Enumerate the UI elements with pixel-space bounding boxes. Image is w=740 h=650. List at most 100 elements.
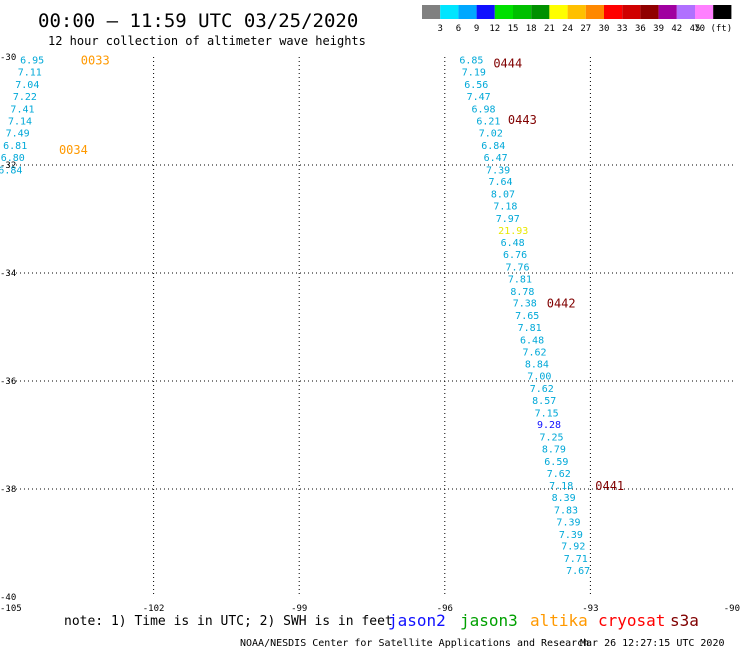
- scale-swatch: [476, 5, 495, 19]
- x-tick-label: -99: [291, 604, 307, 614]
- data-point-label: 6.84: [0, 165, 22, 176]
- data-point-label: 6.48: [501, 238, 525, 249]
- pass-annotations: 0033 0034 0444 0443 0442 0441: [59, 54, 624, 494]
- data-point-label: 8.79: [542, 445, 566, 456]
- data-point-label: 7.62: [522, 347, 546, 358]
- data-point-label: 8.84: [525, 360, 549, 371]
- legend-entry: cryosat: [598, 611, 665, 630]
- x-tick-label: -90: [724, 604, 740, 614]
- satellite-legend: jason2 jason3 altika cryosat s3a: [388, 611, 699, 630]
- legend-entry: altika: [530, 611, 588, 630]
- data-point-label: 7.15: [535, 408, 559, 419]
- scale-label: 27: [580, 24, 591, 34]
- data-point-label: 7.64: [488, 177, 512, 188]
- data-point-label: 8.57: [532, 396, 556, 407]
- scale-label: 33: [617, 24, 628, 34]
- data-point-label: 6.81: [3, 141, 27, 152]
- y-tick-label: -38: [0, 485, 16, 495]
- data-point-label: 7.04: [15, 80, 39, 91]
- data-point-label: 6.95: [20, 56, 44, 67]
- scale-swatch: [440, 5, 459, 19]
- data-point-label: 7.76: [505, 263, 529, 274]
- scale-label: 24: [562, 24, 573, 34]
- scale-swatch: [567, 5, 586, 19]
- data-point-label: 6.21: [476, 117, 500, 128]
- y-tick-label: -36: [0, 377, 16, 387]
- x-tick-label: -105: [0, 604, 22, 614]
- x-tick-label: -96: [437, 604, 453, 614]
- data-point-label: 7.65: [515, 311, 539, 322]
- pass-id-label: 0034: [59, 143, 88, 157]
- data-point-label: 7.49: [6, 129, 30, 140]
- footer-credit: NOAA/NESDIS Center for Satellite Applica…: [240, 638, 589, 649]
- data-point-label: 7.18: [549, 481, 573, 492]
- footer-timestamp: Mar 26 12:27:15 UTC 2020: [580, 638, 725, 649]
- data-point-label: 7.18: [493, 202, 517, 213]
- data-point-label: 7.39: [559, 530, 583, 541]
- scale-swatch: [713, 5, 732, 19]
- scale-swatch: [531, 5, 550, 19]
- scale-label: 70 (ft): [694, 24, 732, 34]
- data-point-label: 7.02: [479, 129, 503, 140]
- pass-id-label: 0441: [595, 479, 624, 493]
- scale-label: 42: [671, 24, 682, 34]
- data-point-label: 6.56: [464, 80, 488, 91]
- y-tick-label: -34: [0, 269, 16, 279]
- data-point-label: 6.48: [520, 335, 544, 346]
- data-point-label: 7.47: [467, 92, 491, 103]
- scale-label: 3: [437, 24, 442, 34]
- data-point-label: 7.67: [566, 566, 590, 577]
- scale-label: 6: [456, 24, 461, 34]
- data-point-label: 7.62: [530, 384, 554, 395]
- y-tick-label: -30: [0, 53, 16, 63]
- data-point-label: 6.47: [484, 153, 508, 164]
- x-tick-label: -102: [143, 604, 165, 614]
- scale-swatch: [549, 5, 568, 19]
- data-point-label: 8.39: [552, 493, 576, 504]
- data-point-label: 7.92: [561, 542, 585, 553]
- plot-grid: [8, 57, 736, 597]
- scale-swatch: [422, 5, 441, 19]
- data-point-label: 6.98: [471, 104, 495, 115]
- data-point-label: 7.81: [518, 323, 542, 334]
- data-point-label: 8.07: [491, 190, 515, 201]
- axis-ticks: -105 -102 -99 -96 -93 -90 -30 -32 -34 -36 -38 -40: [0, 53, 740, 614]
- chart-subtitle: 12 hour collection of altimeter wave hei…: [48, 34, 366, 48]
- data-point-label: 7.83: [554, 506, 578, 517]
- data-point-label: 6.76: [503, 250, 527, 261]
- scale-label: 12: [489, 24, 500, 34]
- scale-swatch: [604, 5, 623, 19]
- data-point-label: 6.85: [459, 56, 483, 67]
- data-point-label: 7.41: [10, 104, 34, 115]
- scale-swatch: [513, 5, 532, 19]
- y-tick-label: -40: [0, 593, 16, 603]
- scale-swatch: [676, 5, 695, 19]
- footer-note: note: 1) Time is in UTC; 2) SWH is in fe…: [64, 614, 393, 629]
- scale-swatch: [695, 5, 714, 19]
- scale-label: 30: [599, 24, 610, 34]
- scale-label: 15: [508, 24, 519, 34]
- data-point-label: 6.59: [544, 457, 568, 468]
- legend-entry: jason2: [388, 611, 446, 630]
- legend-entry: jason3: [460, 611, 518, 630]
- pass-id-label: 0443: [508, 113, 537, 127]
- pass-id-label: 0033: [81, 54, 110, 68]
- scale-label: 9: [474, 24, 479, 34]
- scale-label: 36: [635, 24, 646, 34]
- data-point-label: 7.71: [564, 554, 588, 565]
- scale-label: 45: [690, 24, 701, 34]
- data-point-label: 7.38: [513, 299, 537, 310]
- data-point-label: 9.28: [537, 420, 561, 431]
- scale-label: 18: [526, 24, 537, 34]
- pass-id-label: 0442: [547, 297, 576, 311]
- data-point-label: 6.80: [1, 153, 25, 164]
- pass-id-label: 0444: [493, 56, 522, 70]
- scale-label: 21: [544, 24, 555, 34]
- data-points: 6.957.117.047.227.417.147.496.816.806.84…: [0, 56, 590, 577]
- legend-entry: s3a: [670, 611, 699, 630]
- x-tick-label: -93: [582, 604, 598, 614]
- data-point-label: 7.11: [18, 68, 42, 79]
- data-point-label: 7.25: [539, 433, 563, 444]
